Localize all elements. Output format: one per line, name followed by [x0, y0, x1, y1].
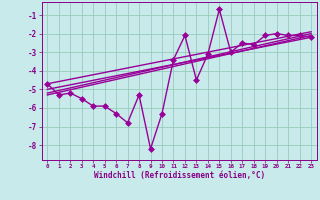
X-axis label: Windchill (Refroidissement éolien,°C): Windchill (Refroidissement éolien,°C): [94, 171, 265, 180]
